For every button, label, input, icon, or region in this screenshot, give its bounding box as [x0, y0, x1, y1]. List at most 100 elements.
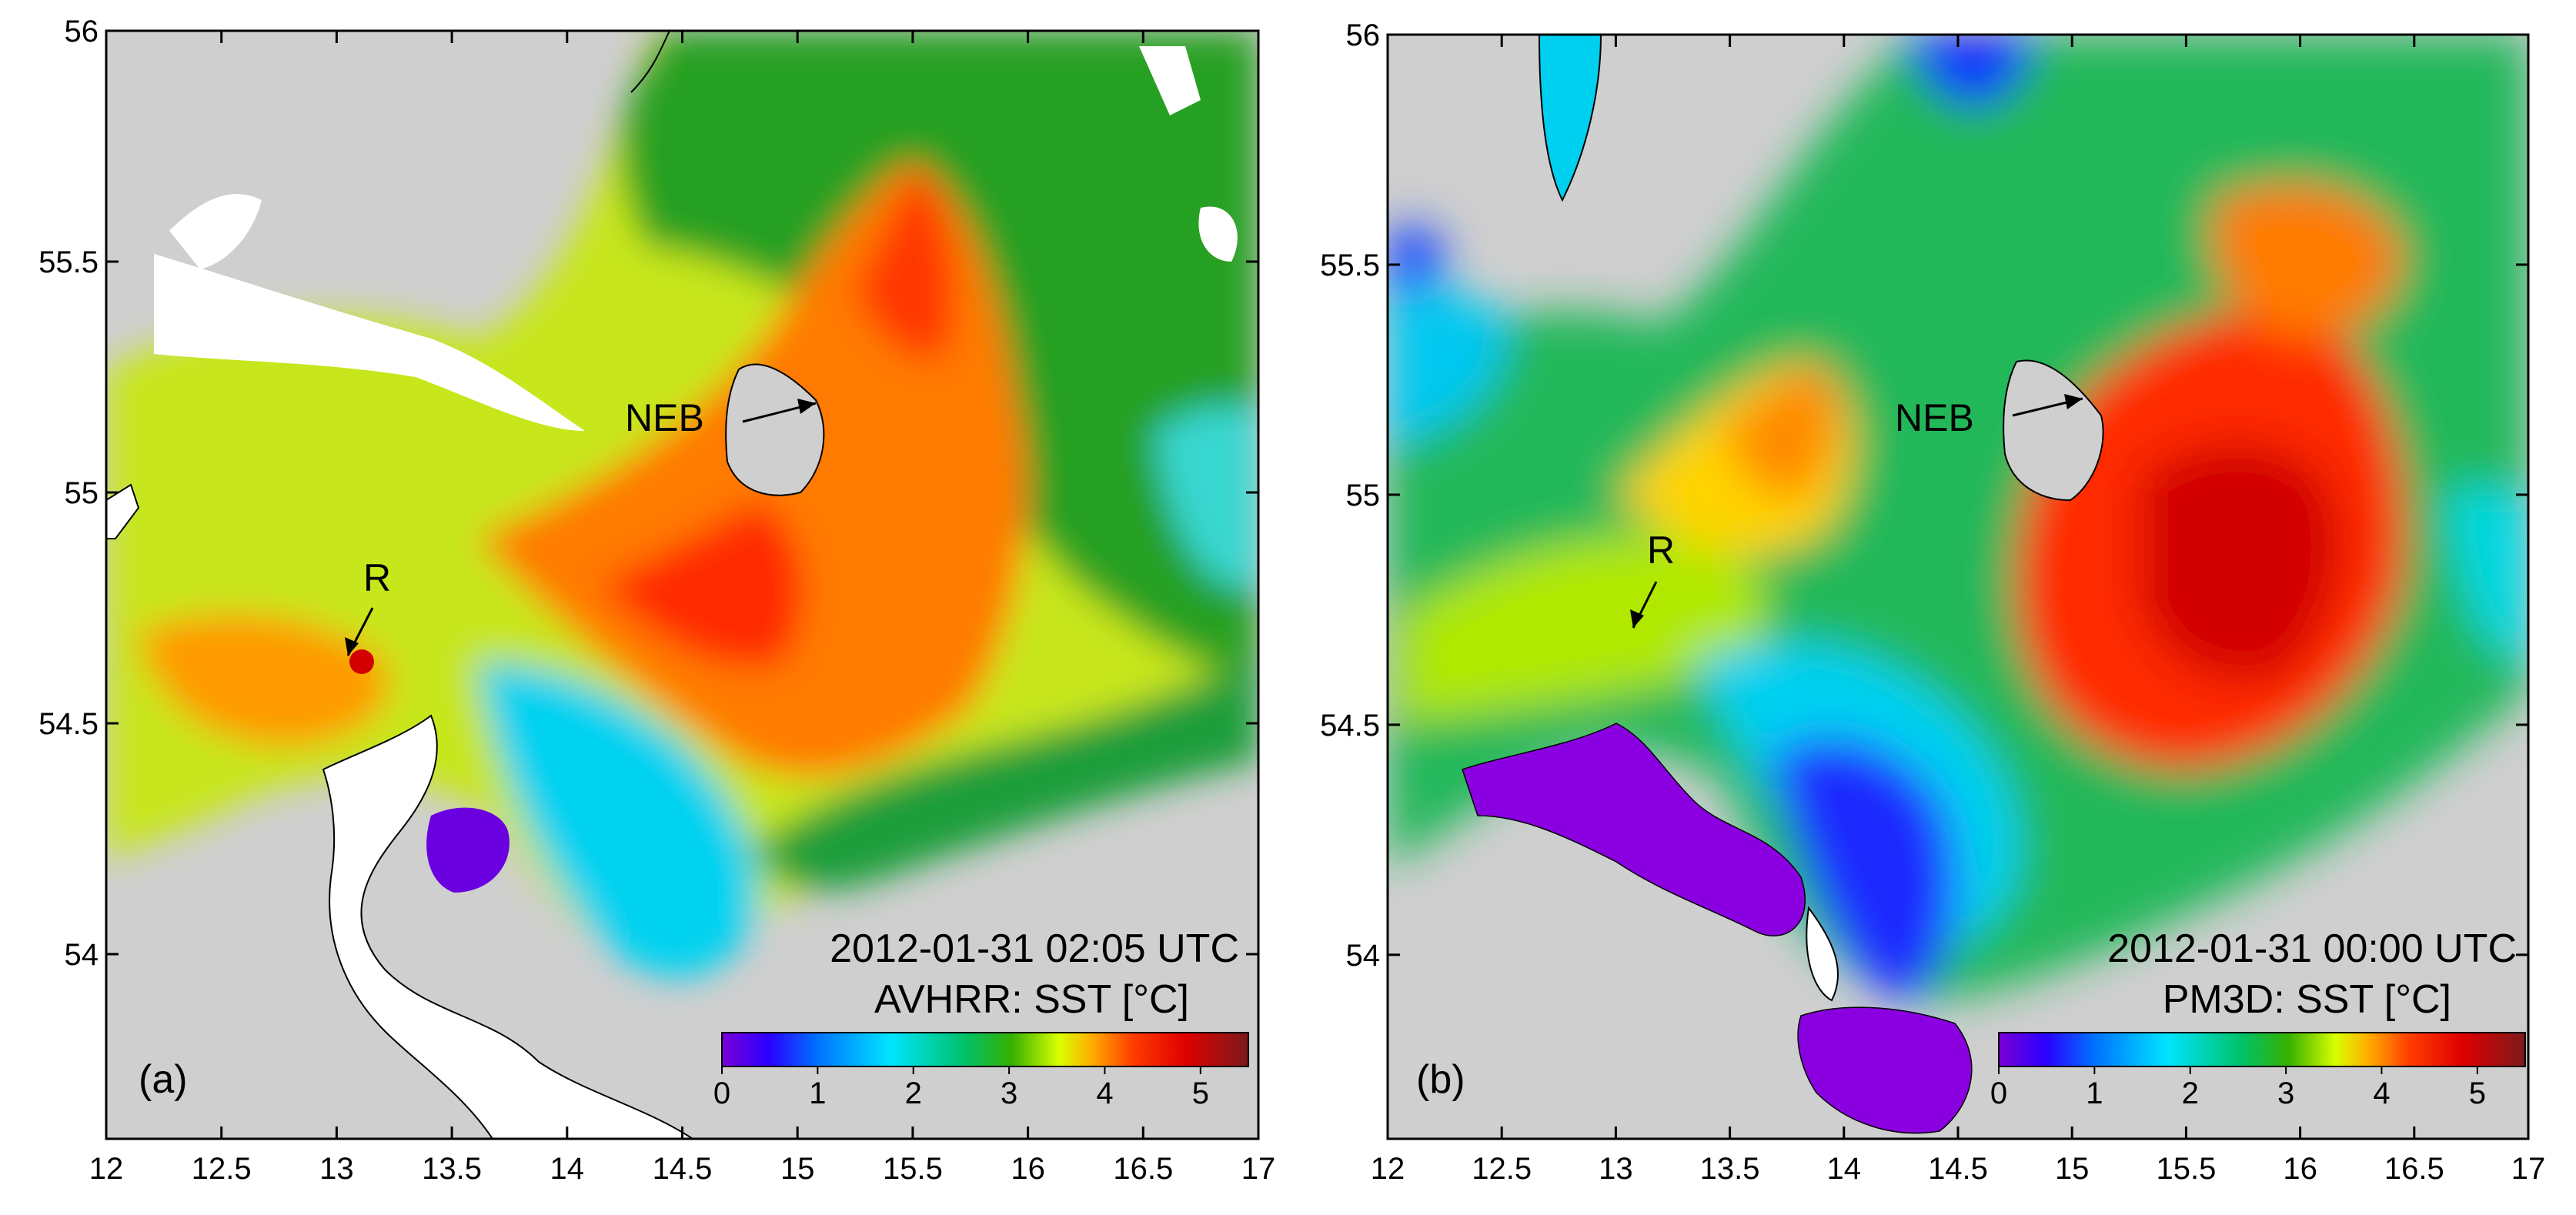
panel-b-y-tick-label: 54 — [1346, 939, 1381, 973]
panel-a-x-tick-label: 16 — [1011, 1152, 1045, 1186]
panel-a-r-arrowhead — [345, 637, 359, 656]
panel-b-y-tick-label: 56 — [1346, 18, 1381, 52]
panel-b-x-tick-label: 13 — [1599, 1152, 1633, 1186]
panel-b-r-arrowhead — [1630, 609, 1644, 628]
panel-b-colorbar-ramp — [1998, 1032, 2526, 1067]
panel-a-colorbar-ticks: 0 1 2 3 4 5 — [713, 1066, 1209, 1110]
panel-a-colorbar-ramp — [721, 1032, 1249, 1067]
panel-a-colorbar: 0 1 2 3 4 5 — [713, 1032, 1249, 1110]
panel-b-swedish-inlet — [1538, 35, 1602, 202]
panel-b-coast-white — [1806, 906, 1839, 1002]
panel-a-colorbar-tick-label: 1 — [809, 1076, 826, 1110]
panel-a-y-tick-label: 55.5 — [38, 245, 99, 279]
panel-a-lagoon — [426, 807, 510, 893]
panel-b-x-tick-label: 15.5 — [2156, 1152, 2216, 1186]
panel-a-r-label: R — [363, 556, 391, 599]
panel-b-colorbar-ticks: 0 1 2 3 4 5 — [1990, 1066, 2486, 1110]
panel-b-blue-west — [1388, 225, 1447, 292]
panel-b-x-tick-label: 16.5 — [2384, 1152, 2444, 1186]
panel-a-west-land — [106, 483, 140, 539]
panel-a-colorbar-tick-label: 3 — [1001, 1076, 1017, 1110]
panel-b-sst-field — [1388, 35, 2528, 1000]
panel-a-colorbar-tick-label: 5 — [1192, 1076, 1209, 1110]
panel-b-orange-ne — [2212, 185, 2401, 339]
panel-a-cloud-mask — [154, 46, 1238, 431]
panel-a-x-tick-label: 13 — [319, 1152, 354, 1186]
panel-a-colorbar-tick-label: 0 — [713, 1076, 730, 1110]
panel-a-r-hotspot — [349, 649, 374, 674]
panel-a-bornholm-island — [725, 363, 825, 496]
panel-b-axes: 12 12.5 13 13.5 14 14.5 15 15.5 16 16.5 17 5655.55… — [1320, 18, 2545, 1186]
panel-a-cloud-east — [1139, 46, 1201, 115]
panel-a-x-tick-label: 14 — [550, 1152, 585, 1186]
panel-a-timestamp: 2012-01-31 02:05 UTC — [830, 926, 1239, 971]
panel-b-x-tick-label: 14 — [1827, 1152, 1862, 1186]
panel-b-x-ticks: 12 12.5 13 13.5 14 14.5 15 15.5 16 16.5 17 — [1371, 35, 2546, 1186]
panel-a-cyan-south — [477, 662, 759, 978]
panel-a-rugen-coast — [322, 714, 694, 1139]
panel-a-x-tick-label: 14.5 — [653, 1152, 713, 1186]
panel-a-y-ticks: 56 55.5 55 54.5 54 — [38, 15, 1258, 972]
panel-a-x-tick-label: 17 — [1241, 1152, 1276, 1186]
panel-a-y-tick-label: 54 — [65, 938, 99, 972]
panel-a-colorbar-tick-label: 4 — [1096, 1076, 1113, 1110]
panel-b-orange-core — [1724, 368, 1837, 500]
panel-b-y-tick-label: 54.5 — [1320, 709, 1380, 743]
panel-b-darkred-core — [2140, 442, 2340, 682]
panel-a-x-tick-label: 13.5 — [422, 1152, 482, 1186]
panel-b-blue-south — [1770, 739, 1956, 1000]
panel-b-x-tick-label: 12.5 — [1472, 1152, 1532, 1186]
panel-b-y-tick-label: 55.5 — [1320, 249, 1380, 282]
panel-a-x-ticks: 12 12.5 13 13.5 14 14.5 15 15.5 16 16.5 17 — [89, 31, 1276, 1186]
panel-b-colorbar-tick-label: 0 — [1990, 1076, 2007, 1110]
panel-a-y-tick-label: 55 — [65, 476, 99, 510]
panel-a-red-north — [854, 169, 954, 359]
panel-a-cloud-north — [169, 194, 262, 269]
panel-a-x-tick-label: 12 — [89, 1152, 124, 1186]
panel-a-product: AVHRR: SST [°C] — [874, 977, 1189, 1022]
panel-a-neb-arrowhead — [797, 399, 816, 414]
panel-b-cyan-west — [1388, 286, 1509, 446]
panel-a-sweden-coast — [630, 31, 670, 93]
panel-b-neb-arrowhead — [2064, 394, 2083, 409]
panel-a-axes: 12 12.5 13 13.5 14 14.5 15 15.5 16 16.5 17 5655.55… — [38, 15, 1275, 1186]
panel-a-panel-label: (a) — [139, 1057, 188, 1102]
panel-a-cyan-east — [1154, 405, 1258, 588]
panel-a-cloud-band — [154, 254, 585, 431]
panel-a-x-tick-label: 15.5 — [883, 1152, 943, 1186]
panel-a-annotations: NEB R 2012-01-31 02:05 UTC AVHRR: SST [°… — [139, 396, 1239, 1102]
panel-b-colorbar-tick-label: 5 — [2469, 1076, 2486, 1110]
panel-a-cloud-east2 — [1198, 206, 1238, 262]
panel-b-product: PM3D: SST [°C] — [2163, 977, 2451, 1022]
panel-a-red-core — [600, 500, 804, 667]
panel-b-green-west — [1401, 534, 1766, 723]
panel-b-colorbar: 0 1 2 3 4 5 — [1990, 1032, 2526, 1110]
panel-b-y-ticks: 56 55.5 55 54.5 54 — [1320, 18, 2528, 973]
panel-b-neb-label: NEB — [1895, 396, 1974, 439]
panel-b-colorbar-tick-label: 3 — [2277, 1076, 2294, 1110]
panel-a-sst-field — [106, 31, 1258, 978]
panel-b-timestamp: 2012-01-31 00:00 UTC — [2107, 926, 2517, 971]
panel-a — [106, 31, 1258, 1139]
panel-a-y-tick-label: 56 — [65, 15, 99, 48]
panel-b-rugen-lagoons — [1462, 723, 1806, 936]
panel-a-x-tick-label: 15 — [780, 1152, 815, 1186]
panel-b-x-tick-label: 13.5 — [1700, 1152, 1760, 1186]
panel-b-r-label: R — [1647, 529, 1675, 572]
panel-a-neb-label: NEB — [625, 396, 704, 439]
panel-b-x-tick-label: 15 — [2055, 1152, 2090, 1186]
panel-b-panel-label: (b) — [1416, 1057, 1465, 1102]
panel-a-x-tick-label: 16.5 — [1113, 1152, 1173, 1186]
panel-b-blue-north — [1909, 35, 2032, 108]
panel-a-colorbar-tick-label: 2 — [905, 1076, 922, 1110]
panel-b-x-tick-label: 16 — [2283, 1152, 2317, 1186]
panel-a-west-orange — [139, 615, 389, 746]
panel-b-cyan-east-rim — [2447, 486, 2528, 662]
panel-b-colorbar-tick-label: 1 — [2086, 1076, 2103, 1110]
panel-b-x-tick-label: 17 — [2511, 1152, 2546, 1186]
panel-b — [1388, 35, 2528, 1139]
panel-b-y-tick-label: 55 — [1346, 479, 1381, 512]
panel-b-bornholm-island — [2003, 359, 2104, 502]
panel-b-colorbar-tick-label: 2 — [2182, 1076, 2199, 1110]
